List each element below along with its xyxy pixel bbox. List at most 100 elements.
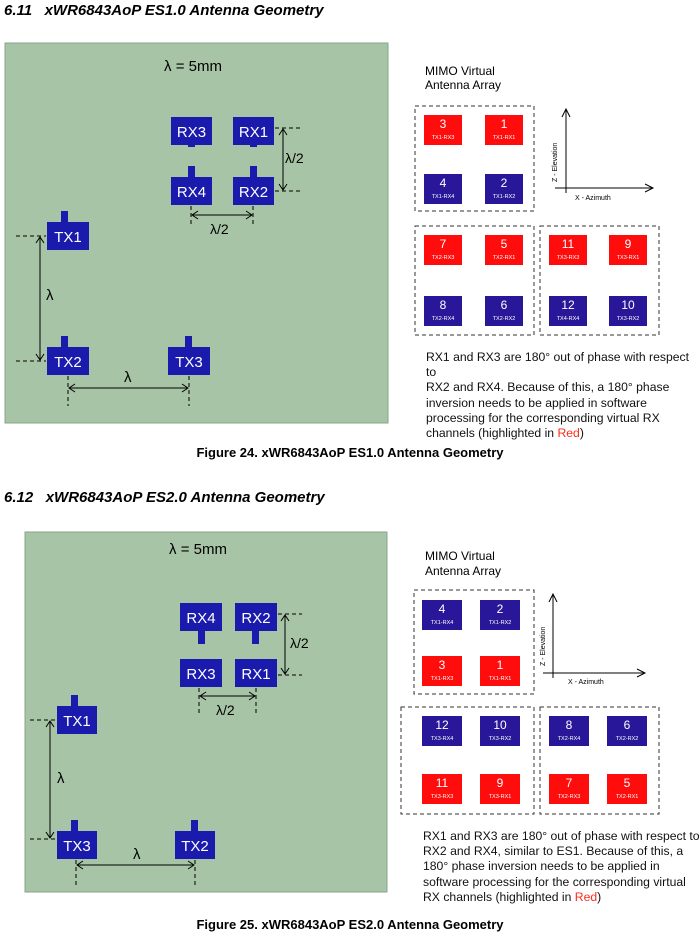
figure-caption: Figure 24. xWR6843AoP ES1.0 Antenna Geom… xyxy=(196,445,504,460)
wavelength-vertical xyxy=(16,235,46,362)
phase-note: RX1 and RX3 are 180° out of phase with r… xyxy=(426,350,690,441)
svg-text:6: 6 xyxy=(501,298,508,312)
svg-text:10: 10 xyxy=(621,298,635,312)
svg-text:1: 1 xyxy=(501,117,508,131)
phase-note: RX1 and RX3 are 180° out of phase with r… xyxy=(423,829,700,904)
svg-text:TX1-RX4: TX1-RX4 xyxy=(431,620,454,626)
rx-antenna xyxy=(233,117,274,145)
svg-text:12: 12 xyxy=(435,718,449,732)
svg-text:12: 12 xyxy=(561,298,575,312)
svg-text:11: 11 xyxy=(562,237,575,251)
svg-text:TX2: TX2 xyxy=(54,354,82,371)
svg-text:9: 9 xyxy=(497,776,504,790)
virtual-array-groups xyxy=(414,105,660,336)
virtual-channel-group: 8 TX2-RX4 6 TX2-RX2 7 TX2-RX3 5 TX2-RX1 xyxy=(549,716,647,804)
svg-text:10: 10 xyxy=(493,718,507,732)
svg-text:TX3-RX1: TX3-RX1 xyxy=(489,794,512,800)
half-wavelength-label: λ/2 xyxy=(285,150,304,166)
svg-text:TX3-RX3: TX3-RX3 xyxy=(557,255,580,261)
virtual-channel-group: 3 TX1-RX3 1 TX1-RX1 4 TX1-RX4 2 TX1-RX2 xyxy=(424,115,523,204)
wavelength-label: λ = 5mm xyxy=(164,58,222,75)
half-wavelength-vertical xyxy=(275,127,300,192)
svg-text:5: 5 xyxy=(624,776,631,790)
svg-text:TX3-RX3: TX3-RX3 xyxy=(431,794,454,800)
section-title: 6.11 xWR6843AoP ES1.0 Antenna Geometry xyxy=(4,2,324,19)
mimo-title: Antenna Array xyxy=(425,78,501,92)
wavelength-spacing-label: λ xyxy=(124,369,132,386)
svg-text:TX2-RX3: TX2-RX3 xyxy=(558,794,581,800)
x-axis-label: X - Azimuth xyxy=(575,195,611,202)
svg-text:TX2-RX2: TX2-RX2 xyxy=(616,736,639,742)
wavelength-horizontal xyxy=(67,376,190,406)
svg-text:RX2: RX2 xyxy=(241,610,270,627)
rx-antennas: RX4 RX2 RX3 RX1 xyxy=(180,603,277,687)
virtual-channel-group: 12 TX3-RX4 10 TX3-RX2 11 TX3-RX3 9 TX3-R… xyxy=(422,716,520,804)
mimo-title: MIMO Virtual xyxy=(425,549,495,563)
svg-text:TX1-RX4: TX1-RX4 xyxy=(432,194,455,200)
section-title: 6.12 xWR6843AoP ES2.0 Antenna Geometry xyxy=(4,489,325,506)
x-axis-label: X - Azimuth xyxy=(568,679,604,686)
rx-antenna xyxy=(171,117,212,145)
tx-antenna xyxy=(168,347,210,375)
svg-text:6: 6 xyxy=(624,718,631,732)
axis-arrows xyxy=(543,592,647,678)
wavelength-label: λ = 5mm xyxy=(169,541,227,558)
svg-text:8: 8 xyxy=(440,298,447,312)
svg-text:TX4-RX4: TX4-RX4 xyxy=(557,316,580,322)
svg-text:TX2-RX1: TX2-RX1 xyxy=(493,255,516,261)
svg-text:9: 9 xyxy=(625,237,632,251)
svg-text:RX1: RX1 xyxy=(241,666,270,683)
svg-text:TX2-RX3: TX2-RX3 xyxy=(432,255,455,261)
wavelength-vertical xyxy=(30,719,56,840)
svg-text:TX3-RX1: TX3-RX1 xyxy=(617,255,640,261)
svg-text:TX2-RX4: TX2-RX4 xyxy=(432,316,455,322)
svg-text:TX1-RX3: TX1-RX3 xyxy=(432,135,455,141)
highlight-red: Red xyxy=(574,889,598,904)
mimo-title: MIMO Virtual xyxy=(425,64,495,78)
svg-text:TX3: TX3 xyxy=(63,838,91,855)
half-wavelength-label: λ/2 xyxy=(290,635,309,651)
svg-text:3: 3 xyxy=(440,117,447,131)
svg-text:4: 4 xyxy=(440,176,447,190)
svg-text:2: 2 xyxy=(497,602,504,616)
svg-text:TX1-RX2: TX1-RX2 xyxy=(489,620,512,626)
rx-antenna xyxy=(235,659,277,687)
svg-text:5: 5 xyxy=(501,237,508,251)
half-wavelength-vertical xyxy=(278,613,302,676)
tx-antennas: TX1 TX3 TX2 xyxy=(57,695,215,859)
svg-text:TX1-RX1: TX1-RX1 xyxy=(493,135,516,141)
rx-antenna xyxy=(171,177,212,205)
svg-text:RX4: RX4 xyxy=(186,610,215,627)
svg-text:TX1: TX1 xyxy=(63,713,91,730)
figure-caption: Figure 25. xWR6843AoP ES2.0 Antenna Geom… xyxy=(196,917,504,932)
svg-text:TX3-RX2: TX3-RX2 xyxy=(489,736,512,742)
svg-text:4: 4 xyxy=(439,602,446,616)
rx-antennas: RX3 RX1 RX4 RX2 xyxy=(171,117,274,205)
svg-text:TX3-RX2: TX3-RX2 xyxy=(617,316,640,322)
virtual-channel-group: 4 TX1-RX4 2 TX1-RX2 3 TX1-RX3 1 TX1-RX1 xyxy=(422,600,520,686)
svg-text:3: 3 xyxy=(439,658,446,672)
tx-antenna xyxy=(175,831,215,859)
svg-text:11: 11 xyxy=(436,776,449,790)
svg-text:7: 7 xyxy=(566,776,573,790)
antenna-geometry-figure-es2: λ = 5mm RX4 RX2 RX3 RX1 λ/2 λ/2 TX1 T xyxy=(24,531,660,893)
axis-arrows xyxy=(555,107,655,193)
svg-text:7: 7 xyxy=(440,237,447,251)
svg-text:RX3: RX3 xyxy=(177,124,206,141)
half-wavelength-label: λ/2 xyxy=(216,702,235,718)
rx-antenna xyxy=(235,603,277,631)
svg-text:TX1-RX2: TX1-RX2 xyxy=(493,194,516,200)
svg-text:TX1-RX1: TX1-RX1 xyxy=(489,676,512,682)
wavelength-spacing-label: λ xyxy=(57,770,65,787)
svg-text:2: 2 xyxy=(501,176,508,190)
svg-text:TX1-RX3: TX1-RX3 xyxy=(431,676,454,682)
half-wavelength-horizontal xyxy=(198,688,257,716)
svg-text:8: 8 xyxy=(566,718,573,732)
svg-text:TX2-RX2: TX2-RX2 xyxy=(493,316,516,322)
virtual-channel-group: 7 TX2-RX3 5 TX2-RX1 8 TX2-RX4 6 TX2-RX2 xyxy=(424,235,523,326)
svg-text:TX3: TX3 xyxy=(175,354,203,371)
svg-text:1: 1 xyxy=(497,658,504,672)
rx-antenna xyxy=(180,659,222,687)
svg-text:RX3: RX3 xyxy=(186,666,215,683)
tx-antenna xyxy=(47,347,89,375)
